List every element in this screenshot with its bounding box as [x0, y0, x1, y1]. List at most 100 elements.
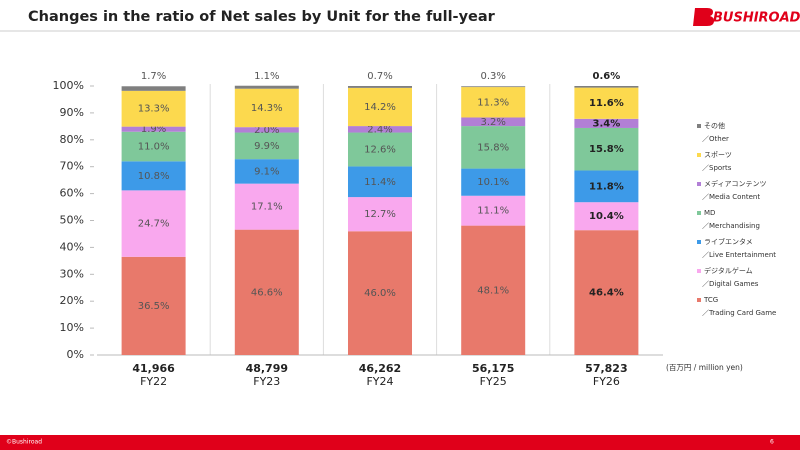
y-tick-label: 100% — [53, 79, 84, 92]
legend-label-en: ／Trading Card Game — [702, 309, 776, 317]
legend-label: TCG — [703, 296, 718, 304]
bar-segment — [234, 132, 299, 160]
bar-segment — [348, 86, 412, 88]
legend-swatch — [697, 269, 701, 273]
legend-label-en: ／Sports — [702, 164, 732, 172]
unit-label: (百万円 / million yen) — [666, 363, 743, 372]
legend-label-en: ／Digital Games — [702, 280, 759, 288]
bar-segment — [574, 230, 639, 355]
bar-segment — [234, 88, 299, 128]
bar-segment — [574, 118, 639, 128]
value-label: 1.9% — [141, 124, 166, 135]
bar-segment — [461, 195, 526, 226]
bar-segment — [348, 126, 412, 133]
legend-label: MD — [704, 209, 715, 217]
x-tick-label: FY23 — [253, 375, 280, 388]
y-tick-label: 70% — [60, 160, 84, 173]
bar-segment — [234, 159, 299, 184]
legend-label-en: ／Other — [702, 135, 729, 143]
bar-segment — [461, 126, 526, 169]
value-label: 46.0% — [364, 288, 396, 299]
bar-segment — [348, 231, 412, 355]
value-label: 12.7% — [364, 209, 396, 220]
bar-segment — [461, 86, 526, 88]
total-label: 56,175 — [472, 362, 514, 375]
value-label: 9.9% — [254, 141, 279, 152]
value-label: 3.4% — [593, 118, 621, 129]
legend-swatch — [697, 182, 701, 186]
logo-mark — [693, 8, 714, 26]
bar-segment — [121, 90, 186, 127]
bar-segment — [461, 87, 526, 118]
value-label: 11.3% — [477, 97, 509, 108]
value-label: 0.6% — [593, 71, 621, 82]
value-label: 48.1% — [477, 285, 509, 296]
value-label: 10.1% — [477, 177, 509, 188]
page-number: 6 — [770, 439, 774, 446]
legend-label: その他 — [704, 121, 725, 130]
x-tick-label: FY22 — [140, 375, 167, 388]
y-tick-label: 40% — [60, 240, 84, 253]
bar-segment — [348, 197, 412, 232]
value-label: 11.8% — [589, 181, 624, 192]
bar-segment — [574, 202, 639, 231]
value-label: 36.5% — [138, 301, 170, 312]
bar-segment — [121, 256, 186, 355]
legend-swatch — [697, 153, 701, 157]
value-label: 46.4% — [589, 288, 624, 299]
bar-segment — [348, 166, 412, 198]
footer-bar — [0, 435, 800, 450]
value-label: 1.1% — [254, 71, 279, 82]
bar-segment — [121, 190, 186, 257]
bar-segment — [461, 117, 526, 127]
legend-label: スポーツ — [704, 151, 732, 159]
y-tick-label: 0% — [67, 348, 84, 361]
y-tick-label: 60% — [60, 187, 84, 200]
legend-swatch — [697, 298, 701, 302]
legend-swatch — [697, 211, 701, 215]
legend-label: ライブエンタメ — [704, 237, 753, 246]
logo-text: BUSHIROAD — [713, 11, 800, 26]
bar-segment — [348, 87, 412, 127]
total-label: 57,823 — [585, 362, 627, 375]
value-label: 0.7% — [367, 71, 392, 82]
bar-segment — [234, 229, 299, 355]
value-label: 17.1% — [251, 202, 283, 213]
x-tick-label: FY24 — [366, 375, 393, 388]
total-label: 48,799 — [246, 362, 288, 375]
value-label: 12.6% — [364, 144, 396, 155]
bar-segment — [574, 87, 639, 119]
bar-segment — [574, 170, 639, 203]
value-label: 10.8% — [138, 171, 170, 182]
bar-segment — [234, 127, 299, 133]
y-tick-label: 80% — [60, 133, 84, 146]
x-tick-label: FY26 — [593, 375, 620, 388]
value-label: 15.8% — [477, 142, 509, 153]
legend-label: メディアコンテンツ — [704, 179, 767, 188]
value-label: 3.2% — [480, 117, 505, 128]
legend-label-en: ／Merchandising — [702, 222, 760, 230]
legend-label-en: ／Media Content — [702, 193, 760, 201]
value-label: 9.1% — [254, 166, 279, 177]
bar-segment — [121, 86, 186, 91]
value-label: 2.0% — [254, 125, 279, 136]
y-tick-label: 10% — [60, 321, 84, 334]
value-label: 1.7% — [141, 71, 166, 82]
value-label: 11.4% — [364, 177, 396, 188]
bar-segment — [574, 86, 639, 88]
legend-swatch — [697, 240, 701, 244]
bar-segment — [574, 127, 639, 171]
value-label: 14.2% — [364, 102, 396, 113]
y-tick-label: 90% — [60, 106, 84, 119]
legend-swatch — [697, 124, 701, 128]
legend-label-en: ／Live Entertainment — [702, 251, 776, 259]
bar-segment — [234, 183, 299, 230]
slide-title: Changes in the ratio of Net sales by Uni… — [28, 9, 496, 25]
total-label: 41,966 — [132, 362, 175, 375]
bar-segment — [461, 225, 526, 355]
value-label: 10.4% — [589, 211, 624, 222]
copyright: ©Bushiroad — [6, 439, 42, 446]
bar-segment — [121, 161, 186, 191]
y-tick-label: 50% — [60, 214, 84, 227]
